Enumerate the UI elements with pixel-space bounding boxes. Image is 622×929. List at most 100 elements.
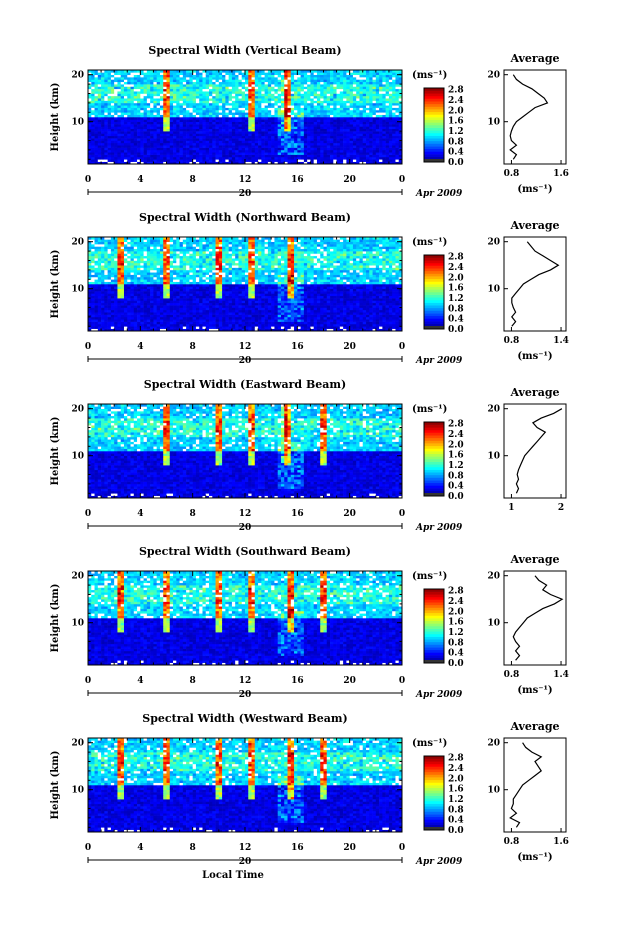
heatmap-cell <box>153 248 157 252</box>
heatmap-cell <box>258 145 262 148</box>
heatmap-cell <box>215 126 220 130</box>
heatmap-cell <box>313 81 318 85</box>
heatmap-cell <box>320 72 324 75</box>
heatmap-cell <box>153 300 157 304</box>
heatmap-cell <box>146 309 151 313</box>
heatmap-cell <box>316 145 321 148</box>
heatmap-cell <box>215 102 220 106</box>
y-tick-label: 20 <box>71 71 84 81</box>
heatmap-cell <box>130 145 135 148</box>
heatmap-cell <box>323 107 328 111</box>
heatmap-cell <box>316 156 321 160</box>
heatmap-cell <box>330 126 334 130</box>
heatmap-cell <box>146 112 151 115</box>
heatmap-cell <box>179 133 184 137</box>
heatmap-cell <box>156 100 161 104</box>
heatmap-cell <box>245 128 249 132</box>
heatmap-cell <box>274 100 279 104</box>
heatmap-cell <box>251 102 256 106</box>
heatmap-cell <box>169 314 174 318</box>
heatmap-cell <box>261 95 265 99</box>
heatmap-cell <box>123 79 128 83</box>
heatmap-cell <box>166 107 171 111</box>
heatmap-cell <box>385 140 390 144</box>
heatmap-cell <box>330 128 334 132</box>
heatmap-cell <box>303 161 308 165</box>
heatmap-cell <box>209 84 213 87</box>
heatmap-cell <box>146 88 151 92</box>
heatmap-cell <box>137 307 141 311</box>
heatmap-cell <box>336 140 341 144</box>
heatmap-cell <box>231 138 236 141</box>
heatmap-cell <box>101 74 105 78</box>
heatmap-cell <box>248 147 252 151</box>
heatmap-cell <box>94 109 99 113</box>
heatmap-cell <box>300 77 305 80</box>
heatmap-cell <box>280 109 285 113</box>
heatmap-cell <box>176 161 180 165</box>
heatmap-cell <box>173 107 177 111</box>
heatmap-cell <box>300 95 305 99</box>
heatmap-cell <box>163 284 167 287</box>
heatmap-cell <box>117 316 122 320</box>
heatmap-cell <box>153 93 157 97</box>
heatmap-cell <box>130 107 135 111</box>
heatmap-cell <box>294 88 298 92</box>
heatmap-cell <box>261 154 265 158</box>
heatmap-cell <box>339 145 344 148</box>
heatmap-cell <box>320 77 324 80</box>
heatmap-cell <box>333 119 337 122</box>
heatmap-cell <box>287 107 292 111</box>
heatmap-cell <box>392 154 396 158</box>
heatmap-cell <box>94 255 99 259</box>
heatmap-cell <box>388 117 393 120</box>
heatmap-cell <box>258 133 262 137</box>
heatmap-cell <box>231 74 236 78</box>
heatmap-cell <box>215 88 220 92</box>
heatmap-cell <box>261 159 265 162</box>
heatmap-cell <box>323 112 328 115</box>
heatmap-cell <box>166 309 171 313</box>
heatmap-cell <box>88 312 92 315</box>
heatmap-cell <box>392 88 396 92</box>
heatmap-cell <box>388 81 393 85</box>
heatmap-cell <box>320 109 324 113</box>
heatmap-cell <box>356 105 360 108</box>
heatmap-cell <box>284 161 288 165</box>
heatmap-cell <box>202 140 207 144</box>
heatmap-cell <box>179 147 184 151</box>
heatmap-cell <box>336 86 341 90</box>
heatmap-cell <box>133 265 138 268</box>
heatmap-cell <box>150 121 154 125</box>
heatmap-cell <box>114 135 118 139</box>
heatmap-cell <box>267 109 272 113</box>
heatmap-cell <box>153 274 157 278</box>
heatmap-cell <box>362 93 367 97</box>
heatmap-cell <box>114 244 118 247</box>
heatmap-cell <box>110 145 115 148</box>
heatmap-cell <box>290 121 295 125</box>
heatmap-cell <box>202 121 207 125</box>
heatmap-cell <box>192 74 197 78</box>
heatmap-cell <box>163 81 167 85</box>
heatmap-cell <box>343 140 347 144</box>
heatmap-cell <box>280 102 285 106</box>
heatmap-cell <box>127 279 131 282</box>
heatmap-cell <box>127 74 131 78</box>
heatmap-cell <box>251 117 256 120</box>
heatmap-cell <box>117 133 122 137</box>
heatmap-cell <box>156 274 161 278</box>
heatmap-cell <box>352 88 357 92</box>
heatmap-cell <box>222 138 226 141</box>
heatmap-cell <box>140 95 144 99</box>
heatmap-cell <box>130 274 135 278</box>
heatmap-cell <box>110 81 115 85</box>
heatmap-cell <box>372 86 377 90</box>
heatmap-cell <box>294 98 298 101</box>
heatmap-cell <box>140 291 144 294</box>
heatmap-cell <box>94 319 99 322</box>
heatmap-cell <box>228 156 233 160</box>
heatmap-cell <box>372 154 377 158</box>
heatmap-cell <box>369 138 373 141</box>
heatmap-cell <box>238 156 243 160</box>
